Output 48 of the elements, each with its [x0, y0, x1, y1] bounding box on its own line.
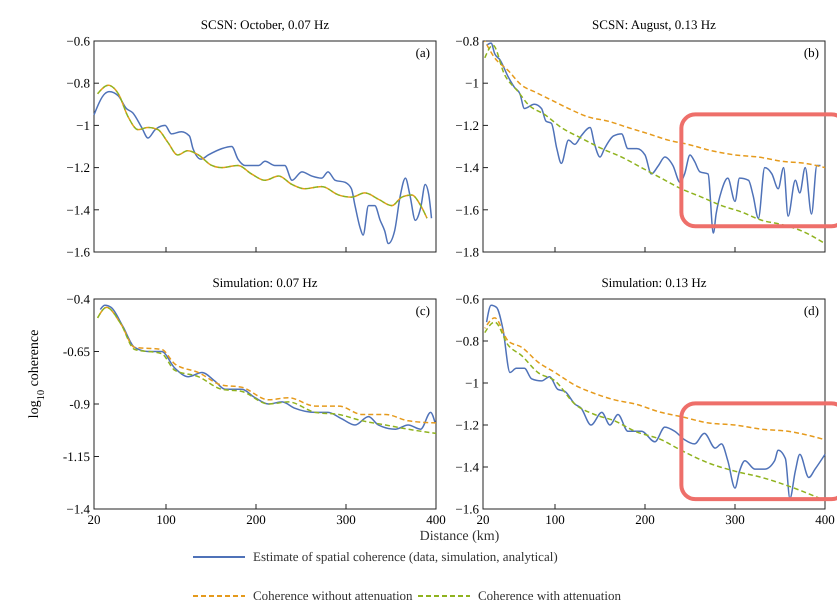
x-tick-label: 100 — [156, 512, 176, 527]
x-tick-label: 20 — [88, 512, 100, 527]
y-tick-label: -0.9 — [69, 396, 90, 412]
y-tick-label: −1.8 — [455, 244, 479, 260]
y-tick-label: −1.6 — [66, 244, 90, 260]
y-tick-label: −1.2 — [455, 418, 479, 432]
y-tick-label: −1 — [465, 76, 479, 91]
annotation: (b) — [804, 45, 819, 60]
y-tick-label: −1.2 — [455, 118, 479, 133]
y-tick-label: −0.8 — [455, 334, 479, 348]
y-tick-label: −1.6 — [455, 202, 480, 218]
y-tick-label: −1.4 — [455, 460, 480, 474]
annotation: (a) — [416, 45, 430, 60]
legend-label: Coherence without attenuation — [253, 588, 414, 600]
x-tick-label: 200 — [246, 512, 266, 527]
y-tick-label: −0.4 — [66, 292, 90, 306]
x-tick-label: 300 — [336, 512, 356, 527]
annotation: (d) — [804, 303, 819, 318]
line-series — [93, 90, 432, 244]
x-tick-label: 200 — [635, 512, 655, 527]
y-tick-label: −0.6 — [455, 292, 480, 306]
x-tick-label: 300 — [725, 512, 745, 527]
y-tick-label: −0.6 — [66, 34, 90, 48]
chart-title: Simulation: 0.13 Hz — [601, 275, 707, 290]
x-tick-label: 400 — [426, 512, 446, 527]
x-tick-label: 20 — [476, 512, 490, 527]
legend-label: Estimate of spatial coherence (data, simulation, analytical) — [253, 549, 558, 564]
x-axis-title: Distance (km) — [420, 529, 500, 544]
y-tick-label: −1.4 — [66, 502, 90, 516]
annotation: (c) — [416, 303, 430, 318]
y-tick-label: -1.15 — [62, 449, 90, 464]
line-series — [484, 40, 826, 168]
y-tick-label: −0.8 — [66, 76, 90, 91]
chart-title: Simulation: 0.07 Hz — [212, 275, 318, 290]
line-series — [96, 84, 428, 219]
y-tick-label: -0.65 — [62, 344, 90, 359]
y-tick-label: −0.8 — [455, 34, 479, 48]
x-tick-label: 400 — [815, 512, 835, 527]
legend-label: Coherence with attenuation — [478, 588, 622, 600]
y-tick-label: −1.4 — [455, 160, 480, 176]
y-tick-label: −1 — [465, 376, 479, 390]
y-tick-label: −1.6 — [455, 502, 480, 516]
y-tick-label: −1 — [76, 118, 90, 133]
chart-title: SCSN: October, 0.07 Hz — [200, 17, 330, 32]
x-tick-label: 100 — [545, 512, 565, 527]
y-tick-label: −1.2 — [66, 160, 90, 176]
y-tick-label: −1.4 — [66, 202, 90, 218]
chart-title: SCSN: August, 0.13 Hz — [592, 17, 716, 32]
